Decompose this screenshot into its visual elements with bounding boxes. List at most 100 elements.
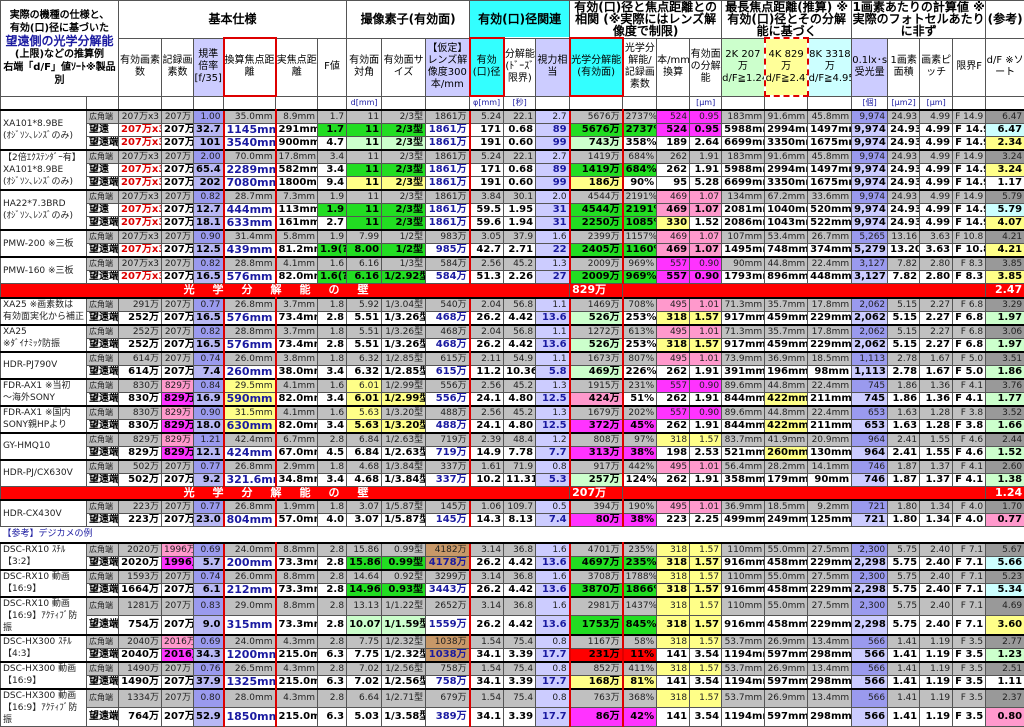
header-group-row: 実際の機種の仕様と、有効(口)径に基づいた望遠側の光学分解能(上限)などの推算例… xyxy=(1,1,1024,39)
cell-13: 4697万 xyxy=(570,556,623,570)
column-header[interactable]: 4K 829万 d/F≧2.47 xyxy=(765,38,808,96)
column-header[interactable]: 視力相当 xyxy=(536,38,570,96)
cell-24: 6.47 xyxy=(986,110,1024,124)
cell-9: 556万 xyxy=(426,379,470,393)
unit-cell: φ[mm] xyxy=(470,96,504,110)
cell-9: 468万 xyxy=(426,311,470,325)
cell-4: 29.5mm xyxy=(224,379,276,393)
cell-14: 845% xyxy=(623,616,657,635)
cell-14: 684% xyxy=(623,150,657,164)
cell-20: 9,974 xyxy=(852,190,888,204)
group-header: 基本仕様 xyxy=(119,1,347,39)
column-header[interactable]: F値 xyxy=(318,38,347,96)
cell-16: 1.01 xyxy=(690,460,722,474)
cell-21: 1.80 xyxy=(888,514,920,527)
cell-23: F 7.1 xyxy=(953,556,986,570)
column-header[interactable]: 限界F xyxy=(953,38,986,96)
cell-0: 広角端 xyxy=(87,433,119,447)
cell-9: 1861万 xyxy=(426,110,470,124)
cell-10: 59.5 xyxy=(470,204,504,217)
cell-18: 3350mm xyxy=(765,137,808,151)
cell-10: 1.06 xyxy=(470,500,504,514)
cell-16: 3.54 xyxy=(690,708,722,726)
column-header[interactable]: 0.1lx･s受光量 xyxy=(852,38,888,96)
cell-24: 5.79 xyxy=(986,204,1024,217)
model-name-line: 【4:3】 xyxy=(3,648,84,660)
column-header[interactable]: 1画素面積 xyxy=(888,38,920,96)
cell-24: 1.86 xyxy=(986,365,1024,379)
cell-7: 4.68 xyxy=(347,473,382,486)
cell-21: 24.93 xyxy=(888,137,920,151)
cell-18: 35.7mm xyxy=(765,325,808,339)
cell-19: 522mm xyxy=(808,217,852,231)
cell-3: 0.82 xyxy=(194,257,224,271)
cell-17: 5988mm xyxy=(722,124,765,137)
column-header[interactable]: 画素ピッチ xyxy=(920,38,953,96)
cell-20: 566 xyxy=(852,648,888,662)
cell-0: 望遠端 xyxy=(87,514,119,527)
cell-12: 2.0 xyxy=(536,190,570,204)
cell-10: 24.1 xyxy=(470,419,504,433)
column-header[interactable]: 記録画素数 xyxy=(162,38,194,96)
cell-10: 5.24 xyxy=(470,150,504,164)
model-name-line: DSC-RX10 動画 xyxy=(3,571,84,583)
cell-8: 1/3.26型 xyxy=(382,338,426,352)
model-name-line: ※ﾀﾞｲﾅﾐｯｸ防振 xyxy=(3,338,84,350)
cell-16: 1.91 xyxy=(690,419,722,433)
cell-12: 7.4 xyxy=(536,514,570,527)
cell-17: 2086mm xyxy=(722,217,765,231)
cell-7: 5.63 xyxy=(347,419,382,433)
column-header[interactable]: 規準倍率[f/35] xyxy=(194,38,224,96)
table-row: 望遠端1664万207万6.1212mm73.3mm2.814.960.93型3… xyxy=(1,583,1024,597)
cell-12: 0.8 xyxy=(536,460,570,474)
cell-8: 1/2.32型 xyxy=(382,635,426,649)
column-header[interactable]: 換算焦点距離 xyxy=(224,38,276,96)
cell-3: 202 xyxy=(194,177,224,191)
cell-22: 1.36 xyxy=(920,392,953,406)
cell-23: F 8.3 xyxy=(953,257,986,271)
column-header[interactable]: 【仮定】レンズ解像度300本/mm xyxy=(426,38,470,96)
cell-20: 745 xyxy=(852,392,888,406)
column-header[interactable]: d/F ※ソート xyxy=(986,38,1024,96)
column-header[interactable]: 有効面対角 xyxy=(347,38,382,96)
cell-12: 31 xyxy=(536,204,570,217)
column-header[interactable]: 分解能(ﾄﾞｰｽﾞ限界) xyxy=(504,38,536,96)
column-header[interactable]: 有効面の分解能 xyxy=(690,38,722,96)
cell-5: 6.7mm xyxy=(276,433,318,447)
column-header[interactable]: 有効画素数 xyxy=(119,38,162,96)
cell-24: 5.34 xyxy=(986,583,1024,597)
cell-14: 202% xyxy=(623,406,657,420)
cell-8: 1/3.04型 xyxy=(382,298,426,312)
cell-8: 1/1.59型 xyxy=(382,616,426,635)
unit-cell xyxy=(162,96,194,110)
cell-0: 望遠端 xyxy=(87,446,119,460)
model-name-line: GY-HMQ10 xyxy=(3,440,84,452)
cell-1: 207万x3 xyxy=(119,137,162,151)
cell-19: 45.8mm xyxy=(808,110,852,124)
cell-13: 2399万 xyxy=(570,230,623,244)
column-header[interactable]: 本/mm換算 xyxy=(657,38,690,96)
cell-15: 262 xyxy=(657,164,690,177)
cell-5: 161mm xyxy=(276,217,318,231)
column-header[interactable]: 有効(口)径 xyxy=(470,38,504,96)
cell-19: 298mm xyxy=(808,675,852,689)
cell-4: 200mm xyxy=(224,556,276,570)
cell-5: 67.0mm xyxy=(276,446,318,460)
cell-20: 9,974 xyxy=(852,110,888,124)
cell-6: 2.8 xyxy=(318,616,347,635)
cell-0: 広角端 xyxy=(87,352,119,366)
column-header[interactable]: 実焦点距離 xyxy=(276,38,318,96)
cell-8: 1/2.85型 xyxy=(382,352,426,366)
column-header[interactable]: 光学分解能(有効面) xyxy=(570,38,623,96)
cell-15: 318 xyxy=(657,543,690,557)
column-header[interactable]: 有効面サイズ xyxy=(382,38,426,96)
cell-10: 14.9 xyxy=(470,446,504,460)
column-header[interactable]: 2K 207万 d/F≧1.24 xyxy=(722,38,765,96)
unit-cell: [μm] xyxy=(690,96,722,110)
column-header[interactable]: 光学分解能/記録画素数 xyxy=(623,38,657,96)
cell-11: 0.60 xyxy=(504,137,536,151)
cell-5: 17.8mm xyxy=(276,150,318,164)
column-header[interactable]: 8K 3318万 d/F≧4.95 xyxy=(808,38,852,96)
